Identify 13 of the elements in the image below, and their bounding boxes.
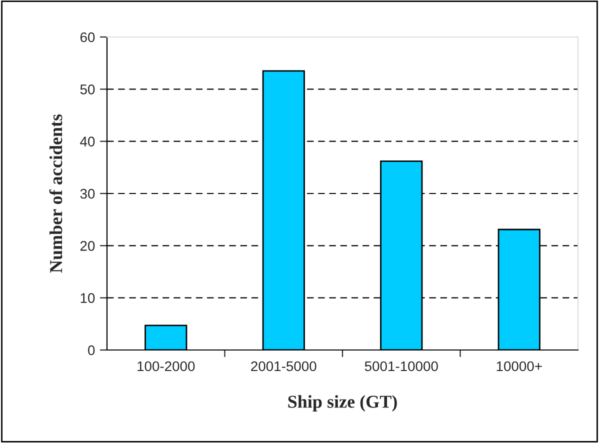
y-tick-label: 30 — [80, 188, 95, 199]
x-tick-label: 10000+ — [496, 361, 542, 372]
y-tick-label: 20 — [80, 241, 95, 251]
y-tick-label: 10 — [80, 293, 95, 304]
y-tick-label: 50 — [80, 84, 95, 94]
x-tick-label: 5001-10000 — [364, 361, 438, 372]
y-tick-label: 40 — [80, 136, 95, 147]
y-tick-label: 0 — [88, 345, 95, 356]
y-tick-label: 60 — [80, 32, 95, 42]
x-tick-label: 100-2000 — [138, 361, 195, 372]
x-tick-label: 2001-5000 — [251, 361, 316, 372]
y-axis-title: Number of accidents — [49, 114, 62, 273]
x-axis-title: Ship size (GT) — [288, 395, 397, 412]
